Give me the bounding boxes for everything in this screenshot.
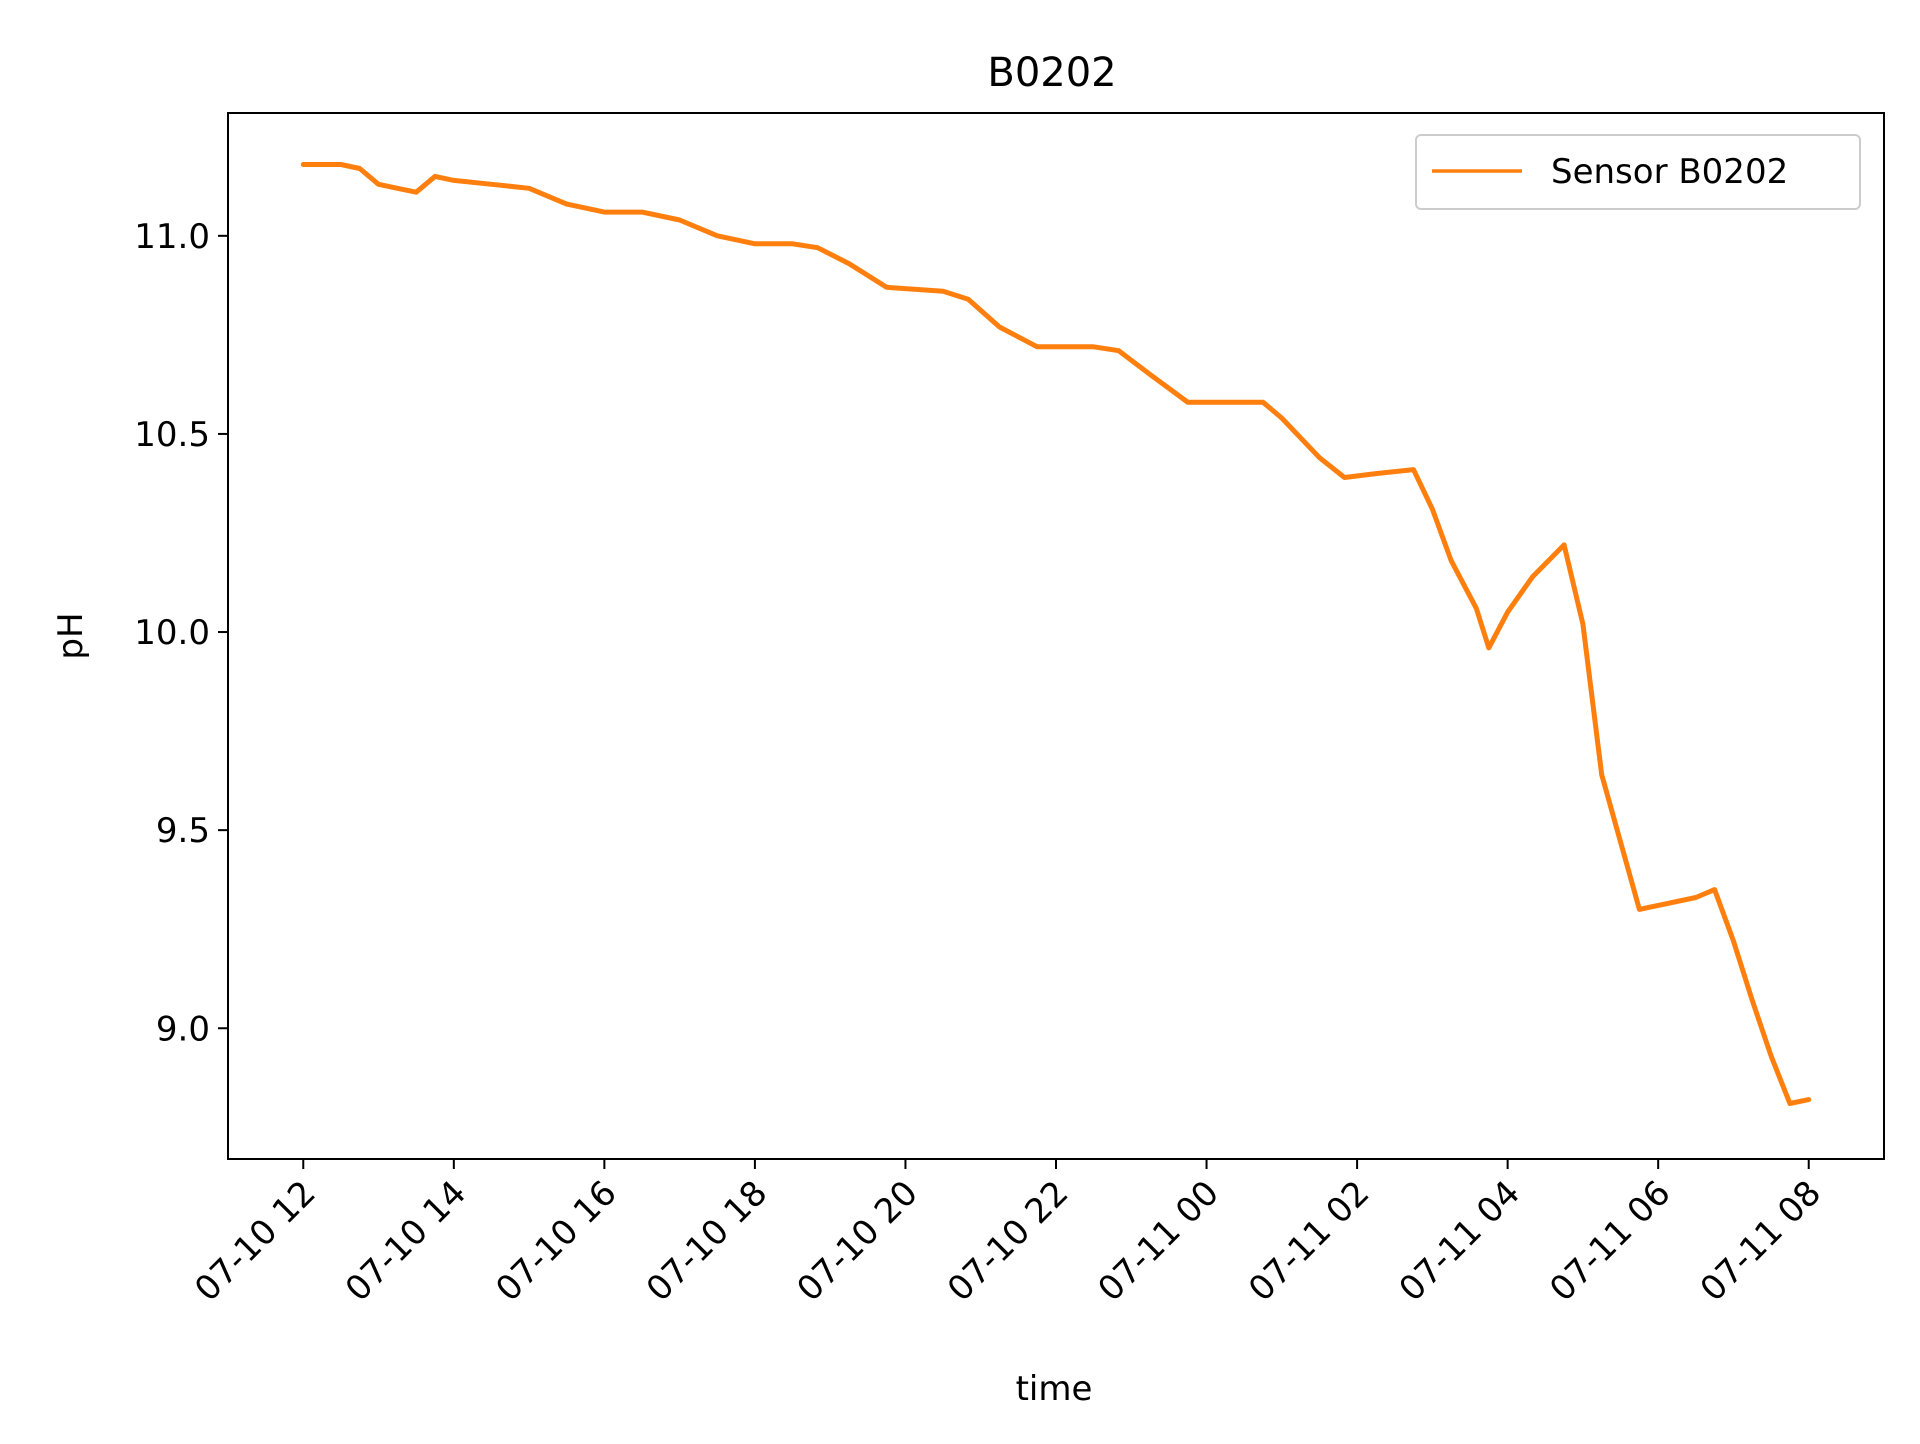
y-tick-label: 10.5 [134,415,210,455]
legend-label-sensor-b0202: Sensor B0202 [1551,152,1788,192]
series-layer [300,162,1812,1106]
y-tick-label: 11.0 [134,217,210,257]
y-axis: 9.0 9.5 10.0 10.5 11.0 [134,217,228,1049]
y-axis-label: pH [51,612,91,659]
y-tick-label: 9.5 [156,811,210,851]
x-axis-label: time [1016,1369,1093,1409]
y-tick-label: 9.0 [156,1009,210,1049]
legend: Sensor B0202 [1415,134,1861,210]
y-tick-label: 10.0 [134,613,210,653]
legend-box [1415,134,1861,210]
chart-title: B0202 [987,50,1116,96]
series-line-0 [300,162,1812,1106]
